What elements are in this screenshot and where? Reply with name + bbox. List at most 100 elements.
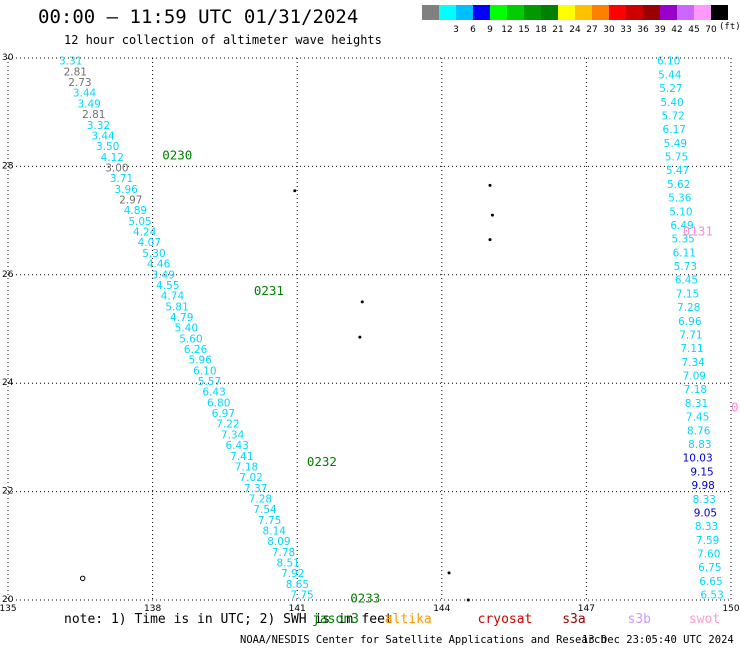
wave-height-value: 3.49 [152, 269, 175, 281]
wave-height-value: 7.15 [676, 288, 699, 300]
lat-tick-label: 30 [2, 53, 14, 63]
island-marker [293, 189, 297, 193]
wave-height-value: 7.60 [697, 549, 720, 561]
wave-height-value: 4.79 [170, 312, 193, 324]
pass-time-label: 0131 [683, 223, 713, 238]
legend-swatch [439, 5, 456, 20]
lat-tick-label: 28 [2, 161, 14, 171]
wave-height-value: 5.44 [658, 69, 682, 81]
wave-height-value: 7.45 [686, 412, 709, 424]
wave-height-value: 3.31 [59, 56, 82, 68]
island-marker [466, 598, 470, 602]
wave-height-value: 5.57 [198, 376, 221, 388]
legend-swatch [575, 5, 592, 20]
wave-height-value: 6.80 [207, 397, 230, 409]
pass-time-label: 0230 [162, 148, 192, 163]
wave-height-value: 5.10 [669, 206, 692, 218]
wave-height-value: 4.89 [124, 205, 147, 217]
wave-height-value: 7.28 [249, 493, 272, 505]
wave-height-value: 7.37 [244, 483, 267, 495]
wave-height-value: 5.05 [128, 216, 151, 228]
island-marker [488, 183, 492, 187]
wave-height-value: 7.11 [680, 343, 703, 355]
wave-height-value: 5.35 [671, 234, 694, 246]
wave-height-value: 7.92 [281, 568, 304, 580]
source-swot: swot [688, 612, 721, 627]
wave-height-value: 6.10 [193, 365, 216, 377]
wave-height-value: 7.75 [258, 515, 281, 527]
lat-tick-label: 24 [2, 378, 14, 388]
wave-height-value: 9.05 [694, 507, 717, 519]
wave-height-value: 2.73 [68, 77, 91, 89]
wave-height-value: 7.18 [235, 461, 258, 473]
legend-swatch [711, 5, 728, 20]
island-marker [490, 213, 494, 217]
wave-height-value: 7.75 [290, 590, 313, 602]
legend-tick-label: 36 [637, 25, 649, 35]
wave-height-value: 6.43 [226, 440, 249, 452]
page-title: 00:00 – 11:59 UTC 01/31/2024 [38, 6, 359, 28]
wave-height-value: 5.96 [189, 355, 213, 367]
color-legend: 3 6 9 12 15 18 21 24 27 30 33 36 39 42 45 70 [422, 5, 728, 35]
source-s3b: s3b [627, 612, 652, 627]
legend-tick-label: 45 [688, 25, 699, 35]
wave-height-value: 8.31 [685, 398, 708, 410]
wave-height-value: 6.17 [663, 124, 686, 136]
satellite-legend: jason3 altika cryosat s3a s3b swot [312, 612, 720, 627]
legend-tick-label: 15 [518, 25, 529, 35]
island-marker [488, 238, 492, 242]
wave-height-value: 7.02 [239, 472, 262, 484]
wave-height-value: 8.65 [286, 579, 309, 591]
wave-height-value: 4.74 [161, 291, 185, 303]
pass-time-label: 0231 [254, 283, 284, 298]
legend-swatch [473, 5, 490, 20]
island-marker [360, 300, 364, 304]
wave-height-value: 7.22 [216, 419, 239, 431]
wave-height-value: 8.83 [688, 439, 711, 451]
wave-height-value: 5.62 [667, 179, 690, 191]
legend-swatch [609, 5, 626, 20]
credit-line: NOAA/NESDIS Center for Satellite Applica… [240, 634, 607, 646]
wave-height-value: 4.24 [133, 227, 157, 239]
lat-tick-label: 20 [2, 595, 14, 605]
wave-height-value: 8.76 [687, 425, 711, 437]
legend-tick-label: 3 [453, 25, 459, 35]
legend-tick-label: 27 [586, 25, 597, 35]
location-marker [80, 575, 86, 582]
legend-swatch [558, 5, 575, 20]
wave-height-value: 3.00 [105, 162, 128, 174]
wave-height-value: 8.33 [693, 494, 716, 506]
wave-height-value: 7.34 [221, 429, 245, 441]
wave-height-value: 5.72 [661, 110, 684, 122]
wave-height-value: 4.55 [156, 280, 179, 292]
wave-height-value: 8.14 [263, 526, 287, 538]
legend-tick-label: 33 [620, 25, 631, 35]
wave-height-value: 7.71 [679, 329, 702, 341]
wave-height-value: 6.75 [698, 562, 721, 574]
wave-height-value: 6.97 [212, 408, 235, 420]
wave-height-value: 5.40 [175, 323, 198, 335]
page-subtitle: 12 hour collection of altimeter wave hei… [64, 33, 382, 47]
legend-swatch [694, 5, 711, 20]
legend-swatch [592, 5, 609, 20]
legend-swatch [490, 5, 507, 20]
legend-tick-label: 21 [552, 25, 563, 35]
lat-tick-label: 22 [2, 487, 13, 497]
legend-tick-label: 42 [671, 25, 682, 35]
source-jason3: jason3 [312, 612, 359, 627]
wave-height-value: 4.07 [138, 237, 161, 249]
legend-tick-label: 6 [470, 25, 476, 35]
wave-height-value: 9.15 [690, 466, 713, 478]
legend-swatch [660, 5, 677, 20]
source-s3a: s3a [562, 612, 586, 627]
wave-height-value: 5.40 [660, 97, 683, 109]
footnote: note: 1) Time is in UTC; 2) SWH is in fe… [64, 612, 393, 627]
lon-tick-label: 141 [289, 604, 306, 614]
wave-height-value: 6.10 [657, 56, 680, 68]
legend-swatch [626, 5, 643, 20]
wave-height-value: 5.81 [165, 301, 188, 313]
legend-tick-label: 39 [654, 25, 666, 35]
legend-tick-label: 24 [569, 25, 581, 35]
wave-height-value: 3.50 [96, 141, 119, 153]
wave-height-value: 3.71 [110, 173, 133, 185]
